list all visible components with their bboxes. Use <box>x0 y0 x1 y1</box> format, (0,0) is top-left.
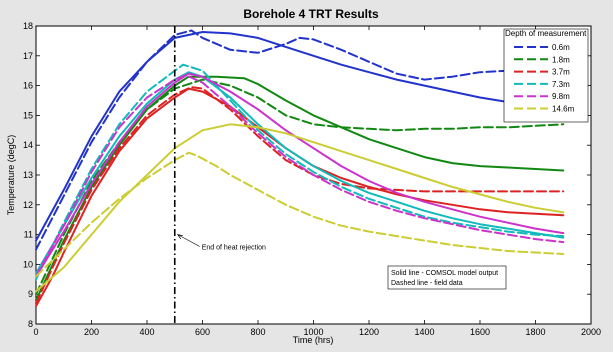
series-line-7-3m-comsol <box>35 71 565 275</box>
annotation-arrow <box>177 234 200 247</box>
y-tick-label: 16 <box>23 81 33 91</box>
legend-box <box>503 28 589 123</box>
x-tick-label: 1200 <box>359 327 379 337</box>
legend: Depth of measurement 0.6m 1.8m 3.7m 7.3m 9.8… <box>503 28 589 123</box>
legend-label: 14.6m <box>552 105 575 114</box>
legend-label: 3.7m <box>552 68 570 77</box>
y-tick-label: 9 <box>28 289 33 299</box>
y-tick-label: 18 <box>23 21 33 31</box>
series-line-1-8m-comsol <box>35 75 565 302</box>
series-line-14-6m-comsol <box>35 123 565 293</box>
note-line-solid: Solid line - COMSOL model output <box>391 270 498 277</box>
legend-label: 7.3m <box>552 80 570 89</box>
x-tick-label: 400 <box>139 327 154 337</box>
series-line-0-6m-comsol <box>35 31 565 242</box>
x-tick-label: 1400 <box>414 327 434 337</box>
legend-label: 1.8m <box>552 55 570 64</box>
series-layer <box>35 29 565 308</box>
x-tick-label: 1000 <box>303 327 323 337</box>
x-tick-label: 200 <box>84 327 99 337</box>
series-line-7-3m-field <box>35 63 565 281</box>
legend-label: 0.6m <box>552 43 570 52</box>
series-line-9-8m-comsol <box>35 72 565 278</box>
y-tick-label: 8 <box>28 319 33 329</box>
series-line-14-6m-field <box>35 151 565 278</box>
x-tick-label: 600 <box>195 327 210 337</box>
legend-title: Depth of measurement <box>505 29 587 38</box>
annotation-arrow-head <box>176 234 183 240</box>
x-axis-label: Time (hrs) <box>293 335 334 345</box>
annotation-layer: End of heat rejection Solid line - COMSO… <box>173 26 507 324</box>
x-tick-label: 2000 <box>581 327 601 337</box>
y-tick-label: 11 <box>24 230 33 240</box>
series-line-3-7m-field <box>35 86 565 305</box>
series-line-3-7m-comsol <box>35 87 565 308</box>
x-tick-label: 800 <box>250 327 265 337</box>
y-tick-label: 17 <box>23 51 33 61</box>
y-axis-label: Temperature (degC) <box>6 135 16 216</box>
legend-label: 9.8m <box>552 92 570 101</box>
x-tick-label: 0 <box>33 327 38 337</box>
y-tick-label: 12 <box>23 200 33 210</box>
note-box <box>387 265 507 290</box>
x-tick-label: 1800 <box>525 327 545 337</box>
series-line-1-8m-field <box>35 78 565 296</box>
y-tick-label: 10 <box>23 259 33 269</box>
y-tick-label: 13 <box>23 170 33 180</box>
y-tick-label: 14 <box>23 140 33 150</box>
x-tick-label: 1600 <box>470 327 490 337</box>
chart-title: Borehole 4 TRT Results <box>243 7 379 21</box>
y-tick-label: 15 <box>23 110 33 120</box>
axis-ticks: 0 200 400 600 800 1000 1200 1400 1600 1800 2000 8 9 1… <box>23 21 601 337</box>
series-line-0-6m-field <box>35 29 565 251</box>
series-line-9-8m-field <box>35 74 565 278</box>
annotation-text-heat-rejection: End of heat rejection <box>202 245 266 252</box>
note-line-dashed: Dashed line - field data <box>391 280 463 287</box>
